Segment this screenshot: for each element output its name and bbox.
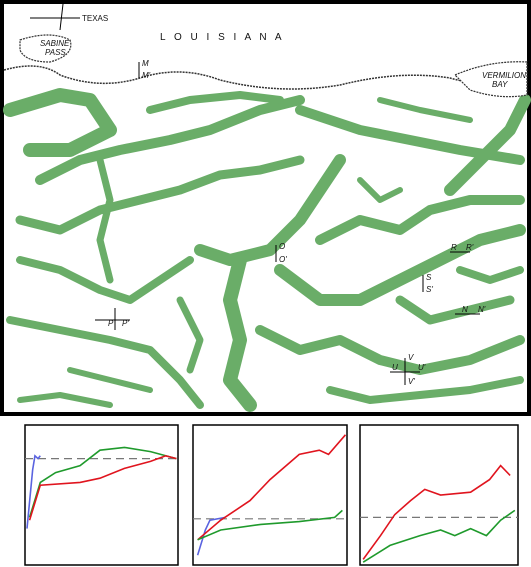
map-label: P bbox=[108, 319, 114, 328]
map-label: TEXAS bbox=[82, 14, 108, 23]
map-label: P' bbox=[122, 319, 129, 328]
map-label: PASS bbox=[45, 48, 66, 57]
map-label: S' bbox=[426, 285, 433, 294]
map-label: R bbox=[451, 243, 457, 252]
map-label: N bbox=[462, 305, 468, 314]
map-label: V' bbox=[408, 377, 415, 386]
map-label: U' bbox=[418, 363, 426, 372]
map-label: VERMILION bbox=[482, 71, 526, 80]
map-label: U bbox=[392, 363, 398, 372]
map-label: M' bbox=[142, 71, 151, 80]
map-label: R' bbox=[466, 243, 474, 252]
map-label: O' bbox=[279, 255, 287, 264]
map-label: SABINE bbox=[40, 39, 70, 48]
page: TEXAS L O U I S I A N A SABINE PASS VERM… bbox=[0, 0, 531, 567]
panel-frame bbox=[25, 425, 178, 565]
map-label: BAY bbox=[492, 80, 508, 89]
map-figure: TEXAS L O U I S I A N A SABINE PASS VERM… bbox=[0, 0, 531, 567]
map-label: N' bbox=[478, 305, 486, 314]
map-label: L O U I S I A N A bbox=[160, 32, 285, 43]
panel-frame bbox=[193, 425, 347, 565]
map-label: M bbox=[142, 59, 149, 68]
map-label: V bbox=[408, 353, 414, 362]
map-label: O bbox=[279, 242, 285, 251]
map-label: S bbox=[426, 273, 432, 282]
